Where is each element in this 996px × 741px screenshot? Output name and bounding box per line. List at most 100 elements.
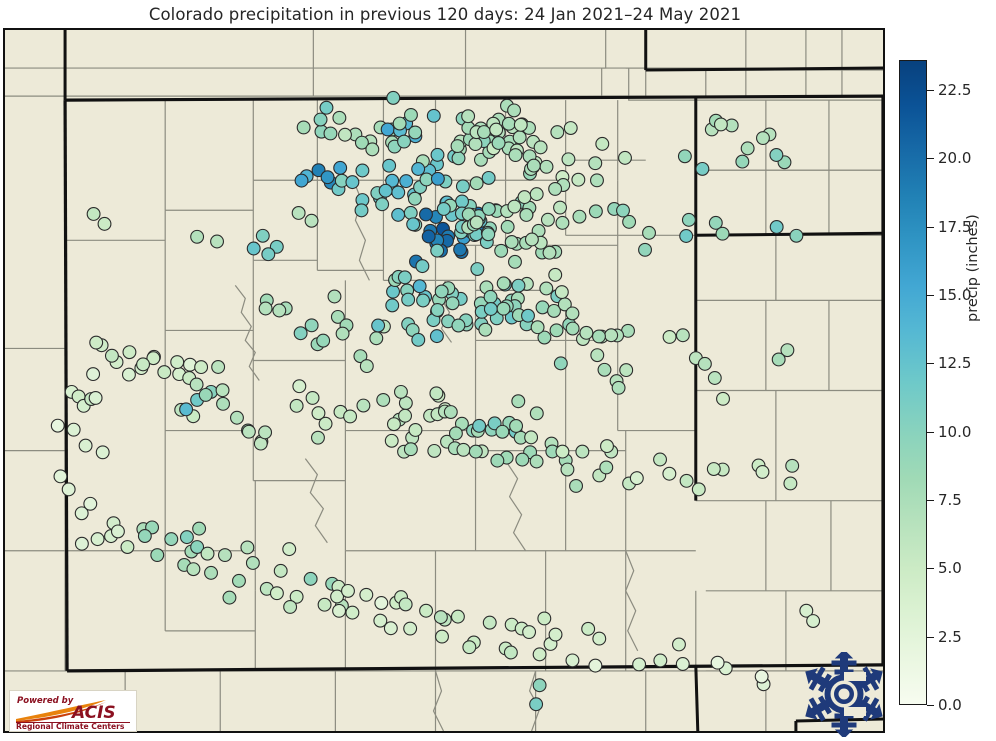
station-marker[interactable] [524,430,539,445]
station-marker[interactable] [469,215,484,230]
station-marker[interactable] [535,300,550,315]
station-marker[interactable] [522,625,537,640]
station-marker[interactable] [509,419,524,433]
station-marker[interactable] [404,107,418,122]
station-marker[interactable] [629,471,644,486]
station-marker[interactable] [354,203,369,218]
station-marker[interactable] [383,621,398,636]
station-marker[interactable] [550,125,565,140]
station-marker[interactable] [317,597,332,612]
station-marker[interactable] [443,405,458,420]
station-marker[interactable] [560,462,575,477]
station-marker[interactable] [338,127,352,142]
station-marker[interactable] [323,126,338,141]
station-marker[interactable] [554,285,569,300]
station-marker[interactable] [780,343,795,358]
station-marker[interactable] [529,187,544,202]
station-marker[interactable] [408,423,423,437]
station-marker[interactable] [385,173,400,188]
station-marker[interactable] [354,135,369,150]
station-marker[interactable] [408,125,423,140]
station-marker[interactable] [708,215,723,230]
station-marker[interactable] [374,596,389,610]
station-marker[interactable] [217,548,232,563]
station-marker[interactable] [468,444,483,459]
station-marker[interactable] [588,658,603,673]
station-marker[interactable] [478,322,493,337]
station-marker[interactable] [401,292,416,307]
station-marker[interactable] [470,262,485,277]
station-marker[interactable] [451,151,466,166]
station-marker[interactable] [198,387,213,402]
station-marker[interactable] [565,653,580,668]
station-marker[interactable] [232,573,246,588]
station-marker[interactable] [710,655,725,670]
station-marker[interactable] [618,150,632,165]
station-marker[interactable] [588,204,603,219]
station-marker[interactable] [590,173,604,188]
station-marker[interactable] [632,657,647,672]
station-marker[interactable] [756,131,770,146]
station-marker[interactable] [304,213,319,228]
station-marker[interactable] [393,384,408,399]
station-marker[interactable] [548,627,563,642]
station-marker[interactable] [501,116,516,131]
station-marker[interactable] [515,452,530,467]
station-marker[interactable] [675,657,690,671]
station-marker[interactable] [769,148,784,162]
station-marker[interactable] [330,309,345,324]
station-marker[interactable] [83,496,98,511]
station-marker[interactable] [332,110,347,125]
station-marker[interactable] [548,181,563,196]
station-marker[interactable] [489,122,504,137]
station-marker[interactable] [435,629,449,644]
station-marker[interactable] [204,565,218,580]
station-marker[interactable] [61,482,76,497]
station-marker[interactable] [532,647,547,662]
station-marker[interactable] [146,351,161,366]
station-marker[interactable] [194,360,209,375]
station-marker[interactable] [86,367,101,382]
station-marker[interactable] [448,426,463,441]
station-marker[interactable] [735,154,750,169]
station-marker[interactable] [380,122,395,137]
station-marker[interactable] [210,234,224,249]
station-marker[interactable] [575,444,590,459]
station-marker[interactable] [508,148,523,163]
station-marker[interactable] [296,120,311,135]
station-marker[interactable] [547,303,561,318]
station-marker[interactable] [469,176,484,191]
station-marker[interactable] [553,200,567,215]
station-marker[interactable] [642,225,656,240]
station-marker[interactable] [553,356,568,371]
station-marker[interactable] [289,589,304,604]
station-marker[interactable] [359,359,374,374]
station-marker[interactable] [327,289,342,304]
station-marker[interactable] [590,348,605,363]
station-marker[interactable] [97,216,112,231]
station-marker[interactable] [571,172,586,187]
station-marker[interactable] [569,478,584,493]
station-marker[interactable] [291,206,306,220]
station-marker[interactable] [740,141,755,156]
station-marker[interactable] [104,348,119,363]
station-marker[interactable] [496,301,511,316]
station-marker[interactable] [707,371,722,385]
station-marker[interactable] [695,161,710,176]
station-marker[interactable] [341,583,355,598]
station-marker[interactable] [472,418,487,433]
station-marker[interactable] [789,228,804,243]
station-marker[interactable] [216,396,231,411]
station-marker[interactable] [320,170,335,185]
colorado-precipitation-map[interactable] [5,30,883,731]
station-marker[interactable] [378,183,393,198]
station-marker[interactable] [211,360,226,374]
station-marker[interactable] [653,653,668,668]
station-marker[interactable] [592,631,607,646]
station-marker[interactable] [529,697,544,712]
station-marker[interactable] [430,303,445,317]
station-marker[interactable] [78,438,93,453]
station-marker[interactable] [120,540,135,554]
station-marker[interactable] [292,379,307,394]
station-marker[interactable] [491,136,506,150]
